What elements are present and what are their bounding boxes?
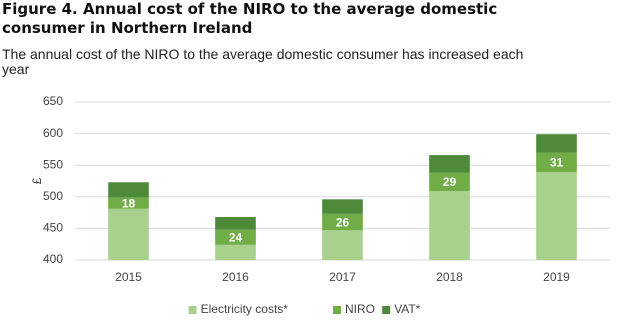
y-axis-label: £: [30, 177, 44, 184]
bar-segment: [215, 217, 256, 230]
legend-swatch: [333, 306, 341, 314]
bar-segment: [215, 229, 256, 245]
x-tick-label: 2015: [115, 270, 142, 284]
y-tick-label: 500: [43, 189, 63, 203]
x-tick-label: 2016: [222, 270, 249, 284]
bar-segment: [108, 197, 149, 209]
bar-segment: [429, 172, 470, 192]
y-tick-label: 450: [43, 221, 63, 235]
bar-segment: [536, 134, 577, 153]
bar-segment: [322, 213, 363, 231]
legend-swatch: [188, 306, 197, 314]
bar-segment: [429, 191, 470, 260]
bar-segment: [322, 230, 363, 260]
legend-label: NIRO: [345, 302, 375, 316]
legend-label: VAT*: [394, 302, 421, 316]
chart-subtitle: The annual cost of the NIRO to the avera…: [2, 46, 524, 77]
bar-segment: [108, 182, 149, 198]
legend-label: Electricity costs*: [201, 302, 289, 316]
x-tick-label: 2019: [543, 270, 570, 284]
bar-segment: [536, 152, 577, 173]
y-tick-label: 400: [43, 252, 63, 266]
bar-segment: [322, 199, 363, 214]
chart-title: Figure 4. Annual cost of the NIRO to the…: [2, 0, 498, 37]
x-tick-label: 2017: [329, 270, 356, 284]
y-tick-label: 550: [43, 157, 63, 171]
data-label: 24: [229, 230, 243, 244]
bar-segment: [429, 155, 470, 173]
data-label: 29: [443, 175, 457, 189]
data-label: 18: [122, 196, 136, 210]
data-label: 26: [336, 215, 350, 229]
bar-segment: [108, 208, 149, 260]
data-label: 31: [550, 156, 564, 170]
y-tick-label: 650: [43, 94, 63, 108]
x-tick-label: 2018: [436, 270, 463, 284]
legend-swatch: [382, 306, 391, 314]
bar-segment: [536, 172, 577, 260]
y-tick-label: 600: [43, 126, 63, 140]
bar-segment: [215, 244, 256, 260]
